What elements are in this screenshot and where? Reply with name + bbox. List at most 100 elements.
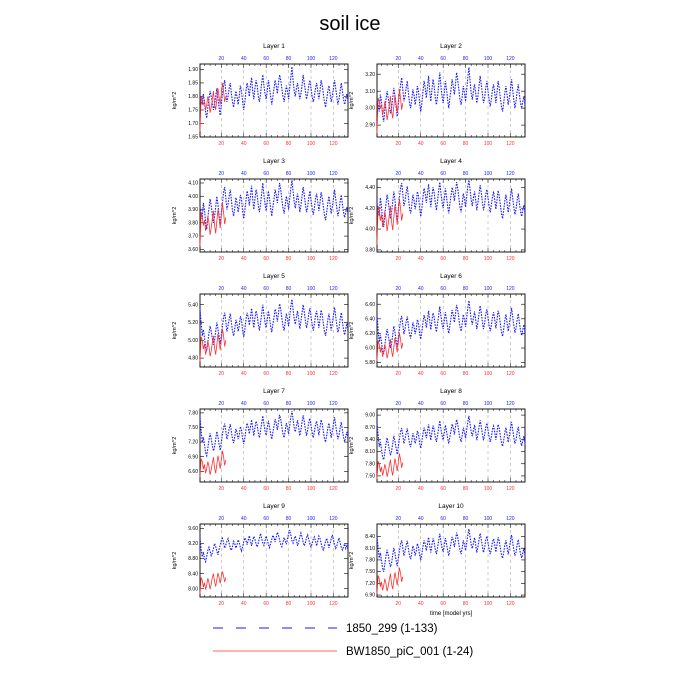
y-tick-label: 7.50 — [188, 425, 198, 431]
top-x-tick-label: 120 — [506, 286, 515, 292]
top-x-tick-label: 80 — [286, 171, 292, 177]
top-x-tick-label: 100 — [307, 171, 316, 177]
bottom-x-tick-label: 20 — [396, 486, 402, 492]
y-tick-label: 9.20 — [188, 541, 198, 547]
bottom-x-tick-label: 120 — [329, 601, 338, 607]
top-x-tick-label: 40 — [241, 171, 247, 177]
top-x-tick-label: 120 — [329, 56, 338, 62]
y-tick-label: 5.80 — [365, 360, 375, 366]
top-x-tick-label: 40 — [241, 56, 247, 62]
bottom-x-tick-label: 60 — [263, 486, 269, 492]
top-x-tick-label: 100 — [484, 516, 493, 522]
y-tick-label: 1.65 — [188, 135, 198, 141]
panel-title: Layer 10 — [438, 503, 464, 510]
top-x-tick-label: 20 — [219, 171, 225, 177]
bottom-x-tick-label: 40 — [418, 601, 424, 607]
top-x-tick-label: 20 — [219, 516, 225, 522]
y-axis-label: kg/m^2 — [349, 322, 355, 340]
bottom-x-tick-label: 100 — [484, 371, 493, 377]
bottom-x-tick-label: 120 — [506, 141, 515, 147]
bottom-x-tick-label: 100 — [307, 256, 316, 262]
series-line-1850-299 — [199, 529, 349, 564]
plot-frame — [199, 408, 349, 483]
series-line-1850-299 — [376, 179, 526, 228]
panel-layer-5: Layer 5 4.80 5.00 5.20 5.40 kg/m^2 20 40 60 80 100… — [172, 273, 349, 377]
top-x-tick-label: 80 — [286, 516, 292, 522]
bottom-x-tick-label: 80 — [286, 256, 292, 262]
panel-title: Layer 6 — [440, 273, 462, 280]
bottom-x-tick-label: 20 — [219, 601, 225, 607]
legend-label-1: 1850_299 (1-133) — [346, 623, 438, 635]
bottom-x-tick-label: 120 — [329, 371, 338, 377]
panel-title: Layer 9 — [263, 503, 285, 510]
y-tick-label: 3.10 — [365, 89, 375, 95]
top-x-tick-label: 60 — [263, 516, 269, 522]
y-axis-label: kg/m^2 — [172, 322, 178, 340]
y-tick-label: 4.80 — [188, 356, 198, 362]
y-tick-label: 3.70 — [188, 234, 198, 240]
top-x-tick-label: 20 — [219, 56, 225, 62]
top-x-tick-label: 60 — [440, 56, 446, 62]
panel-layer-9: Layer 9 8.00 8.40 8.80 9.20 9.60 kg/m^2 20 40 60 8… — [172, 503, 349, 607]
plot-frame — [376, 523, 526, 598]
top-x-tick-label: 100 — [307, 286, 316, 292]
y-tick-label: 7.80 — [365, 461, 375, 467]
top-x-tick-label: 120 — [506, 56, 515, 62]
panel-layer-6: Layer 6 5.80 6.00 6.20 6.40 6.60 kg/m^2 20 40 60 8… — [349, 273, 526, 377]
top-x-tick-label: 20 — [396, 516, 402, 522]
y-tick-label: 3.80 — [365, 248, 375, 254]
y-axis-label: kg/m^2 — [349, 92, 355, 110]
y-tick-label: 1.70 — [188, 121, 198, 127]
top-x-tick-label: 40 — [241, 286, 247, 292]
y-tick-label: 5.00 — [188, 338, 198, 344]
series-line-bw1850-picontrol — [199, 328, 227, 362]
bottom-x-tick-label: 20 — [396, 601, 402, 607]
panel-grid: Layer 1 1.65 1.70 1.75 1.80 1.85 1.90 kg/m^2 20 4… — [172, 43, 526, 617]
panel-title: Layer 4 — [440, 158, 462, 165]
bottom-x-tick-label: 100 — [484, 256, 493, 262]
series-line-bw1850-picontrol — [199, 450, 227, 478]
bottom-x-tick-label: 80 — [286, 141, 292, 147]
top-x-tick-label: 40 — [241, 401, 247, 407]
panel-title: Layer 3 — [263, 158, 285, 165]
top-x-tick-label: 20 — [219, 401, 225, 407]
top-x-tick-label: 20 — [396, 56, 402, 62]
top-x-tick-label: 40 — [418, 516, 424, 522]
y-tick-label: 7.20 — [365, 581, 375, 587]
series-line-1850-299 — [199, 66, 349, 119]
y-tick-label: 8.80 — [188, 556, 198, 562]
series-line-bw1850-picontrol — [199, 82, 227, 132]
y-tick-label: 7.50 — [365, 569, 375, 575]
bottom-x-tick-label: 40 — [418, 141, 424, 147]
panel-layer-8: Layer 8 7.50 7.80 8.10 8.40 8.70 9.00 kg/m^2 20 4… — [349, 388, 526, 492]
top-x-tick-label: 100 — [307, 516, 316, 522]
panel-title: Layer 8 — [440, 388, 462, 395]
top-x-tick-label: 60 — [440, 171, 446, 177]
bottom-x-tick-label: 60 — [440, 486, 446, 492]
top-x-tick-label: 20 — [219, 286, 225, 292]
bottom-x-tick-label: 80 — [286, 371, 292, 377]
bottom-x-tick-label: 60 — [440, 601, 446, 607]
bottom-x-tick-label: 20 — [219, 141, 225, 147]
bottom-x-tick-label: 40 — [241, 486, 247, 492]
series-line-1850-299 — [199, 410, 349, 458]
bottom-x-tick-label: 120 — [506, 256, 515, 262]
bottom-x-tick-label: 40 — [418, 371, 424, 377]
bottom-x-tick-label: 80 — [286, 486, 292, 492]
bottom-x-tick-label: 20 — [219, 486, 225, 492]
bottom-x-tick-label: 100 — [307, 141, 316, 147]
top-x-tick-label: 40 — [418, 171, 424, 177]
y-tick-label: 1.80 — [188, 94, 198, 100]
y-tick-label: 4.00 — [365, 227, 375, 233]
y-tick-label: 8.10 — [365, 546, 375, 552]
bottom-x-tick-label: 60 — [263, 141, 269, 147]
y-tick-label: 7.80 — [365, 558, 375, 564]
bottom-x-tick-label: 20 — [219, 256, 225, 262]
top-x-tick-label: 100 — [484, 171, 493, 177]
bottom-x-tick-label: 40 — [241, 141, 247, 147]
top-x-tick-label: 40 — [418, 56, 424, 62]
bottom-x-tick-label: 100 — [307, 371, 316, 377]
y-tick-label: 3.00 — [365, 106, 375, 112]
y-tick-label: 6.20 — [365, 331, 375, 337]
panel-title: Layer 7 — [263, 388, 285, 395]
